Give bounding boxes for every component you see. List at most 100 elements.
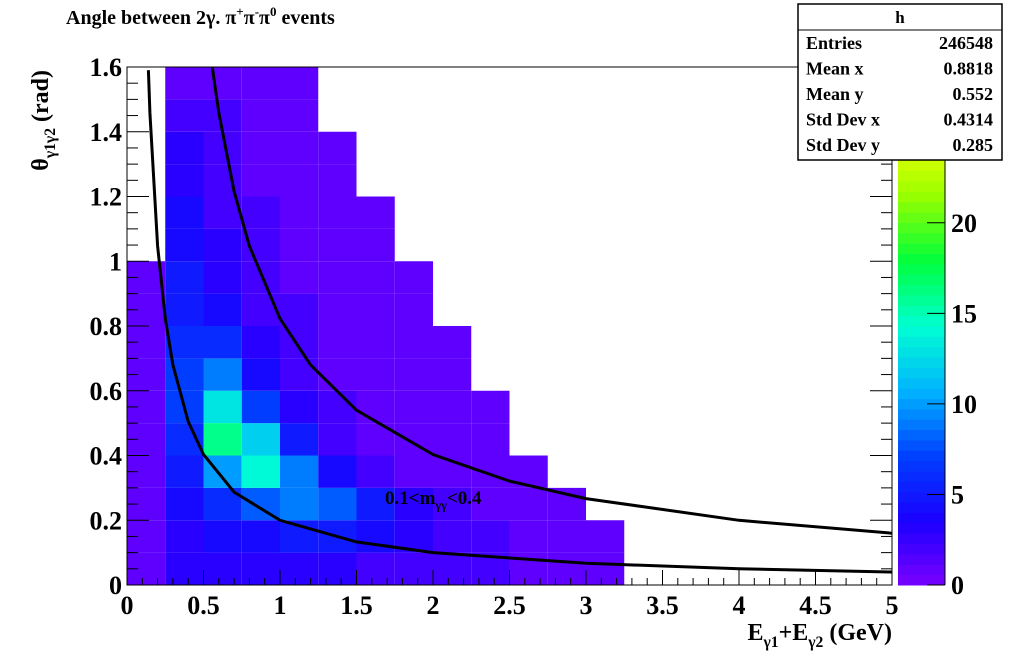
chart-title: Angle between 2γ. π+π-π0 events	[66, 4, 335, 29]
heat-cell	[739, 229, 777, 261]
heat-cell	[394, 455, 433, 488]
heat-cell	[548, 294, 586, 326]
heat-cell	[739, 358, 777, 390]
heat-cell	[548, 261, 586, 293]
heat-cell	[395, 197, 433, 229]
colorbar-segment	[898, 191, 945, 203]
heat-cell	[701, 99, 739, 131]
heat-cell	[586, 520, 625, 553]
heat-cell	[586, 132, 624, 164]
heat-cell	[777, 164, 815, 196]
heat-cell	[433, 358, 472, 391]
colorbar-segment	[898, 543, 945, 555]
colorbar-segment	[898, 481, 945, 493]
heat-cell	[280, 131, 319, 165]
x-tick-label: 5	[886, 591, 899, 620]
heat-cell	[165, 358, 204, 391]
text-segment: (GeV)	[823, 620, 892, 646]
colorbar-segment	[898, 491, 945, 503]
x-tick-label: 1	[274, 591, 287, 620]
colorbar-segment	[898, 450, 945, 462]
colorbar-segment	[898, 346, 945, 358]
heat-cell	[739, 326, 777, 358]
heat-cell	[357, 99, 395, 131]
heat-cell	[701, 358, 739, 390]
colorbar-segment	[898, 232, 945, 244]
heat-cell	[203, 326, 242, 359]
heat-cell	[394, 390, 433, 424]
colorbar-segment	[898, 553, 945, 565]
heat-cell	[586, 423, 624, 455]
heat-cell	[663, 229, 701, 261]
heat-cell	[433, 423, 472, 456]
stats-value: 0.285	[953, 135, 994, 155]
heat-cell	[395, 99, 433, 131]
heat-cell	[816, 358, 854, 390]
colorbar-segment	[898, 377, 945, 389]
heat-cell	[777, 456, 815, 488]
text-segment: γ1γ2	[42, 128, 59, 159]
heat-cell	[203, 228, 242, 262]
heat-cell	[203, 552, 242, 585]
heat-cell	[663, 132, 701, 164]
heat-cell	[318, 196, 357, 229]
y-tick-label: 0.6	[90, 377, 123, 406]
heat-cell	[356, 487, 395, 521]
heat-cell	[471, 164, 509, 196]
heat-cell	[395, 229, 433, 261]
text-segment: π	[259, 7, 270, 29]
heat-cell	[471, 358, 509, 390]
heat-cell	[471, 520, 510, 553]
text-segment: Angle between 2γ. π	[66, 7, 236, 29]
colorbar-segment	[898, 512, 945, 524]
text-segment: <0.4	[447, 488, 482, 509]
heat-cell	[624, 520, 662, 552]
x-tick-label: 2.5	[493, 591, 526, 620]
heat-cell	[357, 132, 395, 164]
heat-cell	[816, 294, 854, 326]
heat-cell	[280, 196, 319, 229]
heat-cell	[777, 391, 815, 423]
heat-cell	[395, 132, 433, 164]
heat-cell	[280, 552, 319, 585]
x-tick-label: 0	[121, 591, 134, 620]
text-segment: +	[236, 4, 243, 19]
heat-cell	[548, 67, 586, 99]
heat-cell	[165, 552, 204, 585]
heat-cell	[433, 552, 472, 585]
z-tick-label: 15	[951, 299, 977, 328]
heat-cell	[241, 261, 280, 294]
heat-cell	[241, 164, 280, 197]
heat-cell	[203, 196, 242, 229]
colorbar-segment	[898, 398, 945, 410]
stats-box: h Entries 246548 Mean x 0.8818 Mean y 0.552 Std…	[797, 3, 1003, 161]
heat-cell	[165, 520, 204, 553]
heat-cell	[165, 228, 204, 262]
heat-cell	[433, 326, 472, 359]
heat-cell	[701, 423, 739, 455]
heat-cell	[510, 261, 548, 293]
heat-cell	[280, 228, 319, 262]
x-tick-label: 4.5	[799, 591, 832, 620]
heat-cell	[816, 488, 854, 520]
heat-cell	[548, 423, 586, 455]
heat-cell	[433, 390, 472, 424]
heat-cell	[203, 293, 242, 326]
heat-cell	[739, 488, 777, 520]
heat-cell	[280, 261, 319, 294]
heat-cell	[624, 132, 662, 164]
heat-cell	[394, 552, 433, 585]
heat-cell	[777, 294, 815, 326]
heat-cell	[241, 67, 280, 100]
heat-cell	[701, 520, 739, 552]
heat-cell	[586, 164, 624, 196]
heat-cell	[816, 197, 854, 229]
heat-cell	[586, 294, 624, 326]
heat-cell	[471, 487, 510, 521]
heat-cell	[624, 294, 662, 326]
heat-cell	[433, 197, 471, 229]
heat-cell	[203, 67, 242, 100]
text-segment: events	[277, 7, 336, 29]
heat-cell	[318, 455, 357, 488]
z-tick-label: 20	[951, 209, 977, 238]
